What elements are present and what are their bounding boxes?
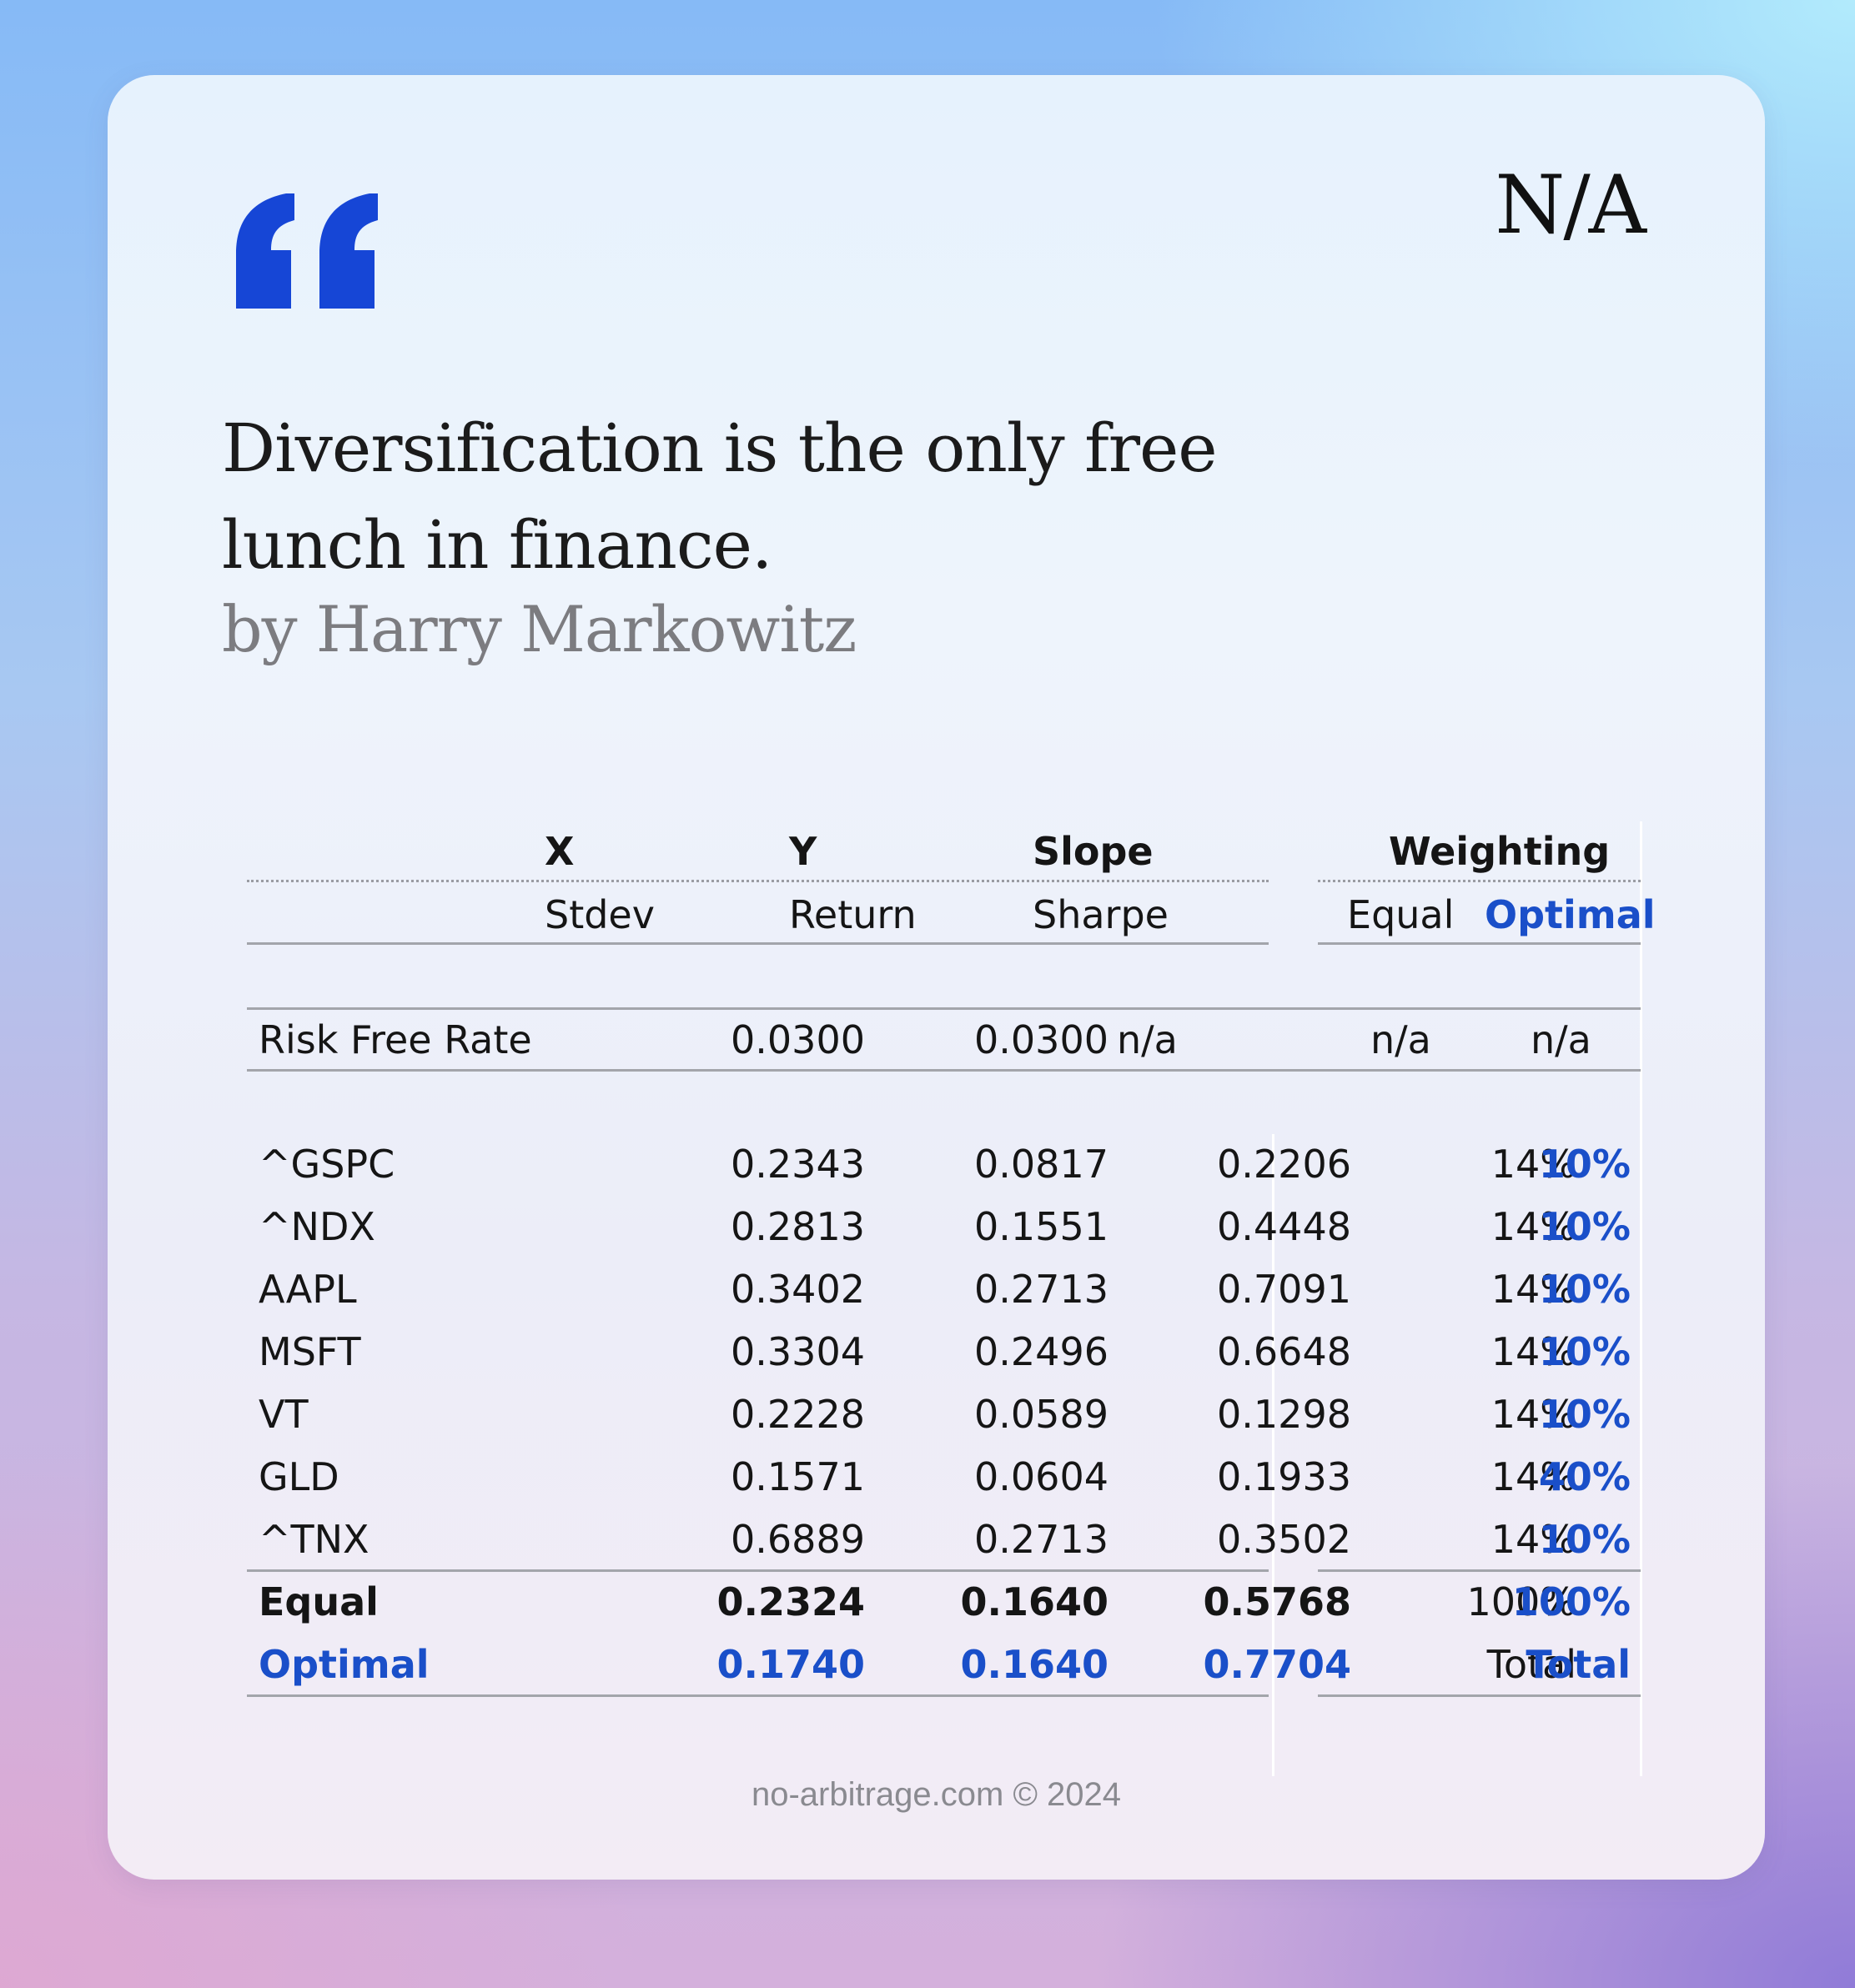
ticker: GLD [259, 1454, 339, 1499]
quote-text: Diversification is the only free lunch i… [222, 409, 1218, 584]
header-bottom-rule [1318, 942, 1641, 945]
subheader-sharpe: Sharpe [1033, 892, 1169, 937]
equal-weight: 14% [1491, 1517, 1576, 1562]
return-value: 0.2713 [974, 1267, 1108, 1312]
return-value: 0.1551 [974, 1204, 1108, 1249]
stdev-value: 0.2813 [731, 1204, 865, 1249]
ticker: ^GSPC [259, 1142, 395, 1187]
column-separator [1640, 821, 1642, 1776]
equal-row-equal-total: 100% [1466, 1579, 1576, 1624]
stdev-value: 0.2343 [731, 1142, 865, 1187]
stdev-value: 0.2228 [731, 1392, 865, 1437]
stdev-value: 0.3402 [731, 1267, 865, 1312]
header-slope: Slope [1033, 829, 1154, 874]
optimal-row-optimal-label: Total [1526, 1642, 1631, 1687]
equal-weight: 14% [1491, 1454, 1576, 1499]
subheader-stdev: Stdev [545, 892, 655, 937]
return-value: 0.2496 [974, 1329, 1108, 1374]
risk-free-label: Risk Free Rate [259, 1017, 532, 1062]
ticker: AAPL [259, 1267, 357, 1312]
sharpe-value: 0.6648 [1217, 1329, 1351, 1374]
equal-row-stdev: 0.2324 [716, 1579, 865, 1624]
ticker: MSFT [259, 1329, 361, 1374]
risk-free-equal: n/a [1370, 1017, 1431, 1062]
sharpe-value: 0.7091 [1217, 1267, 1351, 1312]
totals-top-rule [247, 1569, 1269, 1572]
equal-row-optimal-total: 100% [1511, 1579, 1631, 1624]
sharpe-value: 0.3502 [1217, 1517, 1351, 1562]
equal-row-return: 0.1640 [960, 1579, 1108, 1624]
header-x: X [545, 829, 575, 874]
return-value: 0.0604 [974, 1454, 1108, 1499]
optimal-weight: 40% [1538, 1454, 1631, 1499]
footer-copyright: no-arbitrage.com © 2024 [751, 1776, 1122, 1813]
optimal-weight: 10% [1538, 1204, 1631, 1249]
optimal-row-stdev: 0.1740 [716, 1642, 865, 1687]
optimal-row-equal-label: Total [1486, 1642, 1576, 1687]
quote-card: N/A Diversification is the only free lun… [108, 75, 1765, 1880]
equal-weight: 14% [1491, 1204, 1576, 1249]
header-weighting: Weighting [1389, 829, 1611, 874]
equal-weight: 14% [1491, 1267, 1576, 1312]
return-value: 0.2713 [974, 1517, 1108, 1562]
optimal-weight: 10% [1538, 1142, 1631, 1187]
stdev-value: 0.1571 [731, 1454, 865, 1499]
logo: N/A [1495, 158, 1646, 252]
optimal-weight: 10% [1538, 1517, 1631, 1562]
optimal-weight: 10% [1538, 1267, 1631, 1312]
subheader-optimal: Optimal [1485, 892, 1656, 937]
optimal-row-sharpe: 0.7704 [1203, 1642, 1351, 1687]
equal-row-sharpe: 0.5768 [1203, 1579, 1351, 1624]
optimal-row-label: Optimal [259, 1642, 430, 1687]
equal-weight: 14% [1491, 1392, 1576, 1437]
subheader-return: Return [789, 892, 917, 937]
equal-weight: 14% [1491, 1142, 1576, 1187]
table-bottom-rule [247, 1694, 1269, 1697]
sharpe-value: 0.1933 [1217, 1454, 1351, 1499]
sharpe-value: 0.2206 [1217, 1142, 1351, 1187]
optimal-weight: 10% [1538, 1329, 1631, 1374]
sharpe-value: 0.1298 [1217, 1392, 1351, 1437]
risk-free-optimal: n/a [1531, 1017, 1591, 1062]
ticker: VT [259, 1392, 309, 1437]
table-bottom-rule [1318, 1694, 1641, 1697]
subheader-equal: Equal [1347, 892, 1455, 937]
sharpe-value: 0.4448 [1217, 1204, 1351, 1249]
equal-row-label: Equal [259, 1579, 379, 1624]
return-value: 0.0817 [974, 1142, 1108, 1187]
optimal-weight: 10% [1538, 1392, 1631, 1437]
risk-free-sharpe: n/a [1117, 1017, 1178, 1062]
optimal-row-return: 0.1640 [960, 1642, 1108, 1687]
quote-mark-icon [236, 193, 378, 309]
header-divider [247, 880, 1269, 882]
stdev-value: 0.3304 [731, 1329, 865, 1374]
risk-free-return: 0.0300 [974, 1017, 1108, 1062]
ticker: ^NDX [259, 1204, 375, 1249]
header-y: Y [789, 829, 817, 874]
risk-free-stdev: 0.0300 [731, 1017, 865, 1062]
header-divider [1318, 880, 1641, 882]
stdev-value: 0.6889 [731, 1517, 865, 1562]
column-separator [1272, 1134, 1274, 1776]
quote-author: by Harry Markowitz [222, 592, 857, 666]
risk-free-bottom-rule [247, 1069, 1641, 1072]
risk-free-top-rule [247, 1007, 1641, 1010]
equal-weight: 14% [1491, 1329, 1576, 1374]
totals-top-rule [1318, 1569, 1641, 1572]
ticker: ^TNX [259, 1517, 369, 1562]
return-value: 0.0589 [974, 1392, 1108, 1437]
header-bottom-rule [247, 942, 1269, 945]
